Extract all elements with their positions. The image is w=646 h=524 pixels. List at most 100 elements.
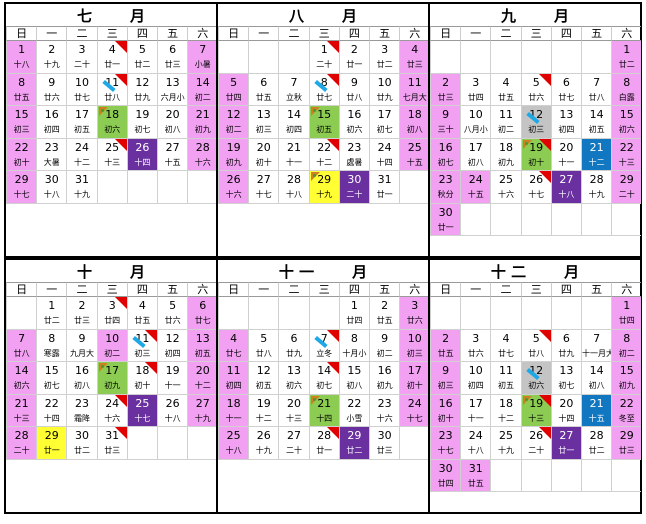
day-cell[interactable]: 21 十四 (308, 394, 339, 427)
day-cell[interactable]: 10 初二 (96, 329, 127, 362)
day-cell[interactable]: 2 廿五 (430, 329, 461, 362)
day-cell[interactable]: 21 十二 (581, 138, 612, 171)
day-cell[interactable]: 1 廿四 (338, 297, 369, 330)
day-cell[interactable]: 20 十二 (187, 362, 218, 395)
day-cell[interactable]: 4 廿七 (218, 329, 249, 362)
day-cell[interactable]: 12 廿九 (126, 73, 157, 106)
day-cell[interactable]: 30 廿三 (369, 427, 400, 460)
day-cell[interactable]: 3 廿六 (399, 297, 430, 330)
day-cell[interactable]: 5 廿六 (520, 73, 551, 106)
day-cell[interactable]: 4 廿五 (490, 73, 521, 106)
day-cell[interactable]: 12 初三 (520, 106, 551, 139)
day-cell[interactable]: 14 初七 (308, 362, 339, 395)
day-cell[interactable]: 21 十三 (6, 394, 37, 427)
day-cell[interactable]: 19 初七 (126, 106, 157, 139)
day-cell[interactable]: 20 初八 (157, 106, 188, 139)
day-cell[interactable]: 21 十五 (581, 394, 612, 427)
day-cell[interactable]: 13 初六 (278, 362, 309, 395)
day-cell[interactable]: 9 初二 (369, 329, 400, 362)
day-cell[interactable]: 31 十九 (66, 171, 97, 204)
day-cell[interactable]: 28 十六 (187, 138, 218, 171)
day-cell[interactable]: 2 廿三 (66, 297, 97, 330)
day-cell[interactable]: 27 十七 (248, 171, 279, 204)
day-cell[interactable]: 29 廿二 (338, 427, 369, 460)
day-cell[interactable]: 8 初二 (611, 329, 642, 362)
day-cell[interactable]: 8 十月小 (338, 329, 369, 362)
day-cell[interactable]: 28 二十 (6, 427, 37, 460)
day-cell[interactable]: 17 初五 (66, 106, 97, 139)
day-cell[interactable]: 10 八月小 (460, 106, 491, 139)
day-cell[interactable]: 17 十一 (460, 394, 491, 427)
day-cell[interactable]: 18 初十 (126, 362, 157, 395)
day-cell[interactable]: 19 初十 (520, 138, 551, 171)
day-cell[interactable]: 2 廿一 (338, 41, 369, 74)
day-cell[interactable]: 13 初七 (550, 362, 581, 395)
day-cell[interactable]: 3 廿六 (460, 329, 491, 362)
day-cell[interactable]: 20 十三 (278, 394, 309, 427)
day-cell[interactable]: 10 初三 (399, 329, 430, 362)
day-cell[interactable]: 27 十五 (157, 138, 188, 171)
day-cell[interactable]: 8 廿七 (308, 73, 339, 106)
day-cell[interactable]: 14 初六 (6, 362, 37, 395)
day-cell[interactable]: 28 廿一 (308, 427, 339, 460)
day-cell[interactable]: 12 初六 (520, 362, 551, 395)
day-cell[interactable]: 26 十六 (218, 171, 249, 204)
day-cell[interactable]: 13 六月小 (157, 73, 188, 106)
day-cell[interactable]: 6 廿七 (187, 297, 218, 330)
day-cell[interactable]: 30 廿二 (66, 427, 97, 460)
day-cell[interactable]: 31 廿一 (369, 171, 400, 204)
day-cell[interactable]: 5 廿四 (218, 73, 249, 106)
day-cell[interactable]: 18 十一 (218, 394, 249, 427)
day-cell[interactable]: 10 初四 (460, 362, 491, 395)
day-cell[interactable]: 29 二十 (611, 171, 642, 204)
day-cell[interactable]: 11 廿八 (96, 73, 127, 106)
day-cell[interactable]: 18 十二 (490, 394, 521, 427)
day-cell[interactable]: 27 十九 (187, 394, 218, 427)
day-cell[interactable]: 18 初八 (399, 106, 430, 139)
day-cell[interactable]: 19 十三 (520, 394, 551, 427)
day-cell[interactable]: 15 初六 (611, 106, 642, 139)
day-cell[interactable]: 4 廿五 (126, 297, 157, 330)
day-cell[interactable]: 31 廿五 (460, 459, 491, 492)
day-cell[interactable]: 16 初六 (338, 106, 369, 139)
day-cell[interactable]: 20 十一 (550, 138, 581, 171)
day-cell[interactable]: 6 廿五 (248, 73, 279, 106)
day-cell[interactable]: 11 七月大 (399, 73, 430, 106)
day-cell[interactable]: 28 十八 (278, 171, 309, 204)
day-cell[interactable]: 11 初二 (490, 106, 521, 139)
day-cell[interactable]: 23 十七 (430, 427, 461, 460)
day-cell[interactable]: 24 十八 (460, 427, 491, 460)
day-cell[interactable]: 3 廿四 (96, 297, 127, 330)
day-cell[interactable]: 9 初三 (430, 362, 461, 395)
day-cell[interactable]: 9 三十 (430, 106, 461, 139)
day-cell[interactable]: 16 初十 (430, 394, 461, 427)
day-cell[interactable]: 11 初五 (490, 362, 521, 395)
day-cell[interactable]: 26 十八 (157, 394, 188, 427)
day-cell[interactable]: 7 廿八 (6, 329, 37, 362)
day-cell[interactable]: 5 廿八 (248, 329, 279, 362)
day-cell[interactable]: 16 初九 (369, 362, 400, 395)
day-cell[interactable]: 12 初四 (157, 329, 188, 362)
day-cell[interactable]: 7 十一月大 (581, 329, 612, 362)
day-cell[interactable]: 15 初九 (611, 362, 642, 395)
day-cell[interactable]: 22 小雪 (338, 394, 369, 427)
day-cell[interactable]: 1 廿二 (611, 41, 642, 74)
day-cell[interactable]: 13 初三 (248, 106, 279, 139)
day-cell[interactable]: 14 初四 (278, 106, 309, 139)
day-cell[interactable]: 12 初五 (248, 362, 279, 395)
day-cell[interactable]: 24 十六 (96, 394, 127, 427)
day-cell[interactable]: 28 廿二 (581, 427, 612, 460)
day-cell[interactable]: 23 大暑 (36, 138, 67, 171)
day-cell[interactable]: 5 廿六 (157, 297, 188, 330)
day-cell[interactable]: 5 廿二 (126, 41, 157, 74)
day-cell[interactable]: 24 十七 (399, 394, 430, 427)
day-cell[interactable]: 27 二十 (278, 427, 309, 460)
day-cell[interactable]: 29 廿三 (611, 427, 642, 460)
day-cell[interactable]: 26 十九 (248, 427, 279, 460)
day-cell[interactable]: 26 二十 (520, 427, 551, 460)
day-cell[interactable]: 15 初八 (338, 362, 369, 395)
day-cell[interactable]: 24 十二 (66, 138, 97, 171)
day-cell[interactable]: 8 白露 (611, 73, 642, 106)
day-cell[interactable]: 20 十四 (550, 394, 581, 427)
day-cell[interactable]: 13 初四 (550, 106, 581, 139)
